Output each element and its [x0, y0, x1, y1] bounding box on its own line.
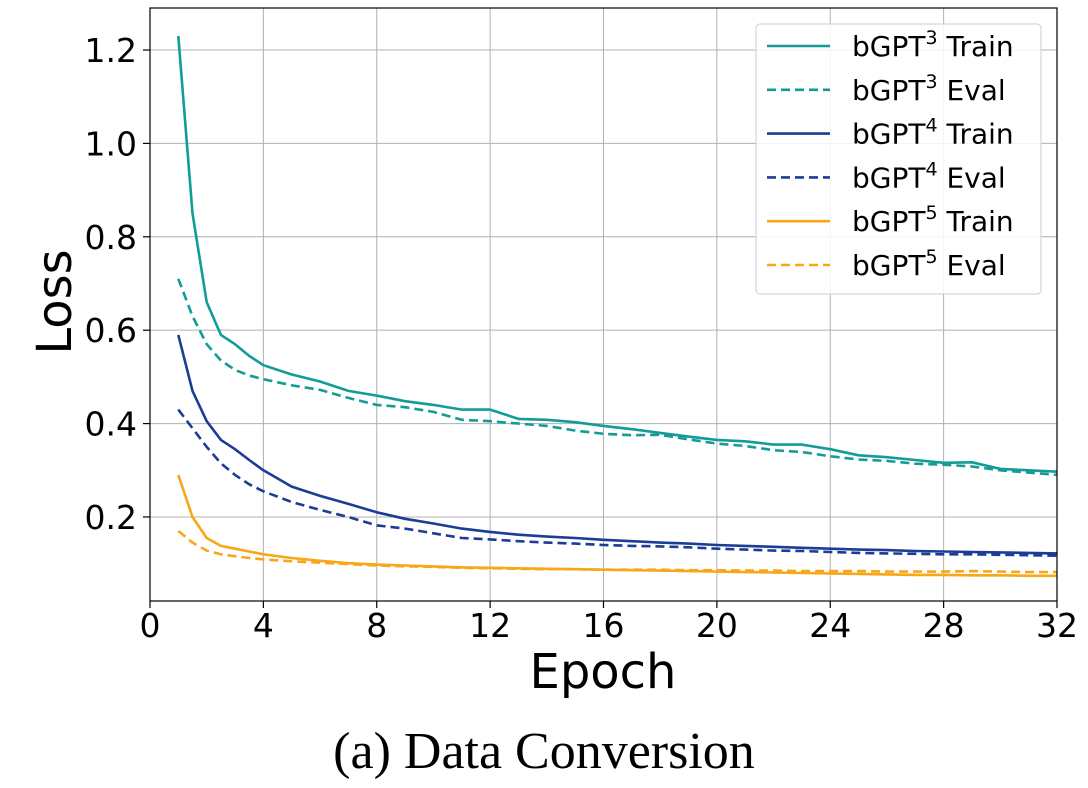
series-line-2: [177, 334, 1058, 555]
legend-label: bGPT3 Train: [852, 27, 1014, 63]
series-line-1: [177, 278, 1058, 477]
y-tick-label: 1.2: [85, 31, 137, 70]
y-axis-label: Loss: [27, 249, 83, 354]
legend-label: bGPT4 Eval: [852, 158, 1006, 194]
x-tick-label: 20: [696, 606, 738, 645]
legend-label: bGPT3 Eval: [852, 71, 1006, 107]
legend: bGPT3 Train bGPT3 Eval bGPT4 Train bGPT4 Ev…: [755, 23, 1042, 295]
x-tick-label: 24: [809, 606, 851, 645]
y-tick-label: 1.0: [85, 124, 137, 163]
y-tick-label: 0.4: [85, 405, 137, 444]
x-tick-label: 12: [469, 606, 511, 645]
series-line-5: [177, 529, 1057, 574]
legend-label: bGPT5 Train: [852, 202, 1014, 238]
series-line-3: [177, 408, 1058, 557]
y-tick-label: 0.6: [85, 311, 137, 350]
x-axis-label: Epoch: [530, 644, 677, 700]
y-tick-label: 0.2: [85, 498, 137, 537]
loss-chart: 0 4 8 12 16 20 24 28 32 0.2 0.4 0.6 0.8 1.0 1.2 Epoch…: [27, 7, 1078, 700]
x-tick-label: 4: [253, 606, 274, 645]
legend-box: [755, 23, 1042, 295]
x-tick-label: 32: [1036, 606, 1078, 645]
x-tick-label: 16: [583, 606, 625, 645]
x-tick-label: 8: [366, 606, 387, 645]
series-line-4: [177, 474, 1057, 578]
x-tick-label: 28: [923, 606, 965, 645]
x-axis-ticks: 0 4 8 12 16 20 24 28 32: [140, 601, 1078, 645]
y-axis-ticks: 0.2 0.4 0.6 0.8 1.0 1.2: [85, 31, 150, 537]
figure-caption: (a) Data Conversion: [333, 723, 755, 780]
series-line-0: [177, 35, 1058, 473]
legend-label: bGPT4 Train: [852, 115, 1014, 151]
series-lines: [177, 35, 1058, 578]
y-tick-label: 0.8: [85, 218, 137, 257]
x-tick-label: 0: [140, 606, 161, 645]
legend-label: bGPT5 Eval: [852, 246, 1006, 282]
